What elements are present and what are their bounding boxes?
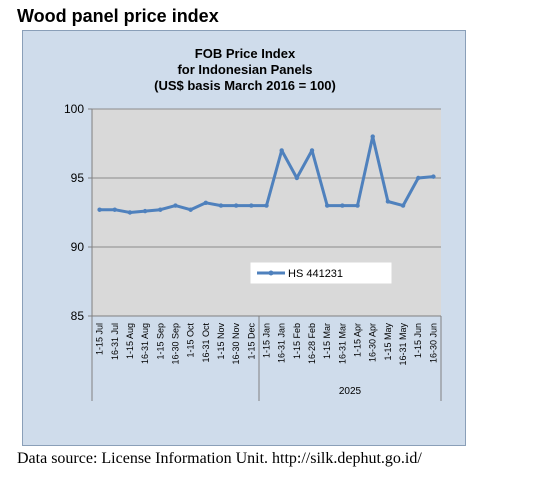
y-axis-ticks: 85 90 95 100 (64, 102, 92, 323)
x-tick-label: 16-30 Sep (170, 323, 180, 365)
y-tick-label: 100 (64, 102, 84, 116)
data-point (340, 203, 345, 208)
data-point (173, 203, 178, 208)
data-point (218, 203, 224, 208)
x-tick-label: 16-30 Jun (428, 323, 438, 363)
x-tick-label: 1-15 Oct (186, 323, 196, 358)
data-point (294, 175, 300, 181)
data-point (158, 207, 163, 212)
x-tick-label: 1-15 Dec (246, 323, 256, 360)
data-point (188, 207, 193, 212)
data-point (370, 134, 375, 139)
x-tick-label: 16-31 Oct (201, 323, 211, 363)
data-point (400, 203, 406, 208)
data-point (203, 200, 209, 206)
x-tick-label: 1-15 May (383, 323, 393, 361)
chart-title-line: FOB Price Index (195, 46, 296, 61)
x-tick-label: 1-15 Apr (353, 323, 363, 357)
chart-title-line: for Indonesian Panels (177, 62, 312, 77)
x-tick-label: 1-15 Jul (95, 323, 105, 355)
x-tick-label: 1-15 Nov (216, 323, 226, 360)
data-point (233, 203, 239, 208)
legend-label: HS 441231 (288, 268, 343, 280)
y-tick-label: 85 (71, 309, 85, 323)
data-point (416, 175, 421, 181)
x-tick-label: 16-31 May (398, 323, 408, 366)
data-point (279, 148, 284, 153)
legend-box (250, 262, 392, 284)
y-tick-label: 95 (71, 171, 85, 185)
data-point (249, 203, 254, 208)
data-point (431, 174, 436, 179)
x-tick-label: 1-15 Jan (262, 323, 272, 358)
legend-marker (268, 270, 274, 276)
chart-title-line: (US$ basis March 2016 = 100) (154, 78, 336, 93)
legend: HS 441231 (250, 262, 392, 284)
x-tick-label: 16-28 Feb (307, 323, 317, 364)
x-tick-label: 1-15 Jun (413, 323, 423, 358)
page-heading: Wood panel price index (17, 6, 219, 26)
data-point (309, 148, 315, 153)
data-point (355, 203, 360, 208)
x-tick-label: 1-15 Mar (322, 323, 332, 359)
x-tick-label: 1-15 Sep (155, 323, 165, 360)
year-group-label: 2025 (339, 386, 362, 397)
data-point (142, 208, 148, 214)
x-tick-label: 16-30 Nov (231, 323, 241, 365)
data-point (112, 207, 117, 212)
x-tick-label: 16-31 Jan (277, 323, 287, 363)
axes (91, 109, 441, 317)
y-tick-label: 90 (71, 240, 85, 254)
data-point (324, 203, 330, 208)
chart-frame: FOB Price Index for Indonesian Panels (US$… (22, 30, 466, 446)
x-tick-label: 1-15 Aug (125, 323, 135, 359)
data-point (264, 203, 269, 208)
series-lines (97, 134, 436, 215)
data-point (127, 210, 133, 215)
x-axis-year-groups: 2025 (91, 316, 442, 401)
x-tick-label: 16-30 Apr (368, 323, 378, 362)
data-source-note: Data source: License Information Unit. h… (17, 450, 422, 467)
x-tick-label: 16-31 Aug (140, 323, 150, 364)
data-point (97, 207, 102, 212)
x-tick-label: 16-31 Jul (110, 323, 120, 360)
x-tick-label: 1-15 Feb (292, 323, 302, 359)
x-axis-ticks: 1-15 Jul 16-31 Jul 1-15 Aug 16-31 Aug 1-15 S… (95, 323, 439, 366)
data-point (385, 199, 391, 204)
x-tick-label: 16-31 Mar (337, 323, 347, 364)
